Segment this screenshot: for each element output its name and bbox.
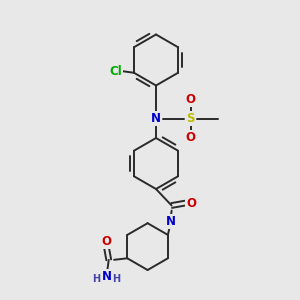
Text: O: O — [101, 235, 111, 248]
Text: H: H — [112, 274, 120, 284]
Text: N: N — [166, 214, 176, 228]
Text: O: O — [185, 130, 196, 144]
Text: N: N — [102, 270, 112, 283]
Text: S: S — [186, 112, 195, 125]
Text: N: N — [151, 112, 161, 125]
Text: O: O — [186, 196, 196, 210]
Text: H: H — [92, 274, 100, 284]
Text: Cl: Cl — [110, 65, 122, 78]
Text: O: O — [185, 93, 196, 106]
